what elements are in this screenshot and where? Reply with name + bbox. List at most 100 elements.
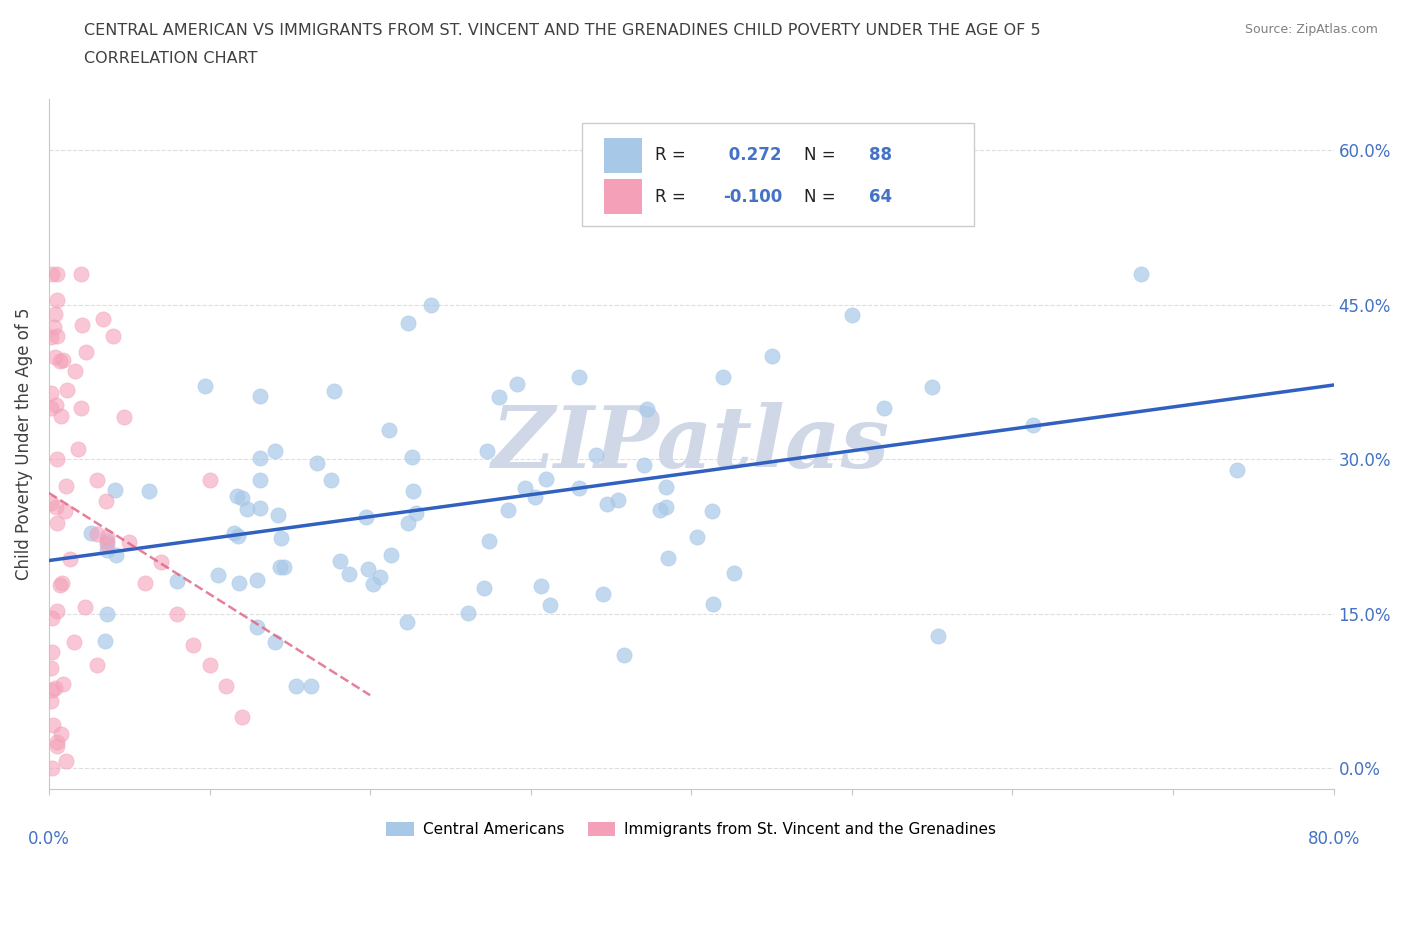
Text: CORRELATION CHART: CORRELATION CHART bbox=[84, 51, 257, 66]
Point bbox=[39, 401, 62, 416]
Text: R =: R = bbox=[655, 146, 692, 165]
Text: 0.0%: 0.0% bbox=[28, 830, 70, 848]
Point bbox=[55, 479, 77, 494]
Point bbox=[380, 548, 402, 563]
Point bbox=[45, 398, 67, 413]
Point bbox=[686, 529, 709, 544]
Point bbox=[633, 458, 655, 472]
Text: N =: N = bbox=[804, 146, 841, 165]
Point bbox=[1022, 418, 1045, 432]
Point bbox=[475, 444, 498, 458]
Point bbox=[39, 496, 62, 511]
Point bbox=[222, 525, 245, 540]
Point bbox=[613, 648, 636, 663]
Point bbox=[41, 645, 63, 660]
Point bbox=[45, 515, 67, 530]
Point bbox=[96, 606, 118, 621]
Point bbox=[299, 679, 322, 694]
Point bbox=[194, 379, 217, 393]
Point bbox=[249, 500, 271, 515]
Bar bbox=[605, 179, 643, 214]
Point bbox=[96, 494, 118, 509]
Point bbox=[457, 606, 479, 621]
Point bbox=[269, 560, 291, 575]
Point bbox=[702, 596, 724, 611]
Point bbox=[284, 679, 307, 694]
Point bbox=[86, 472, 108, 487]
Point bbox=[648, 184, 671, 199]
Text: 88: 88 bbox=[869, 146, 891, 165]
Point bbox=[396, 515, 419, 530]
Text: 64: 64 bbox=[869, 188, 891, 206]
Point bbox=[606, 492, 628, 507]
Point bbox=[305, 456, 328, 471]
Point bbox=[927, 629, 949, 644]
Point bbox=[49, 354, 72, 369]
Point bbox=[357, 562, 380, 577]
Point bbox=[226, 528, 249, 543]
Point bbox=[96, 537, 118, 551]
Point bbox=[96, 534, 118, 549]
Point bbox=[207, 567, 229, 582]
Point bbox=[873, 400, 896, 415]
Point bbox=[329, 553, 352, 568]
Point bbox=[592, 587, 614, 602]
Point bbox=[73, 599, 96, 614]
Point bbox=[396, 615, 419, 630]
Point bbox=[41, 610, 63, 625]
Point bbox=[841, 308, 863, 323]
Point bbox=[723, 565, 745, 580]
Point bbox=[249, 450, 271, 465]
Point bbox=[198, 472, 221, 487]
Point bbox=[488, 390, 510, 405]
Point bbox=[264, 634, 287, 649]
Point bbox=[530, 578, 553, 593]
Point bbox=[337, 567, 360, 582]
Point bbox=[478, 534, 501, 549]
Point bbox=[228, 576, 250, 591]
Point bbox=[655, 499, 678, 514]
Point bbox=[51, 676, 73, 691]
Point bbox=[536, 472, 558, 486]
Legend: Central Americans, Immigrants from St. Vincent and the Grenadines: Central Americans, Immigrants from St. V… bbox=[380, 817, 1002, 844]
Point bbox=[596, 497, 619, 512]
Point bbox=[96, 529, 118, 544]
Point bbox=[94, 633, 117, 648]
Point bbox=[46, 292, 69, 307]
Point bbox=[650, 502, 672, 517]
Point bbox=[118, 534, 141, 549]
Point bbox=[214, 679, 236, 694]
FancyBboxPatch shape bbox=[582, 123, 974, 226]
Point bbox=[49, 726, 72, 741]
Point bbox=[134, 576, 156, 591]
Point bbox=[231, 710, 253, 724]
Point bbox=[49, 409, 72, 424]
Point bbox=[55, 383, 77, 398]
Point bbox=[44, 681, 66, 696]
Point bbox=[585, 447, 607, 462]
Text: ZIPatlas: ZIPatlas bbox=[492, 402, 890, 485]
Point bbox=[655, 480, 678, 495]
Point bbox=[401, 449, 423, 464]
Point bbox=[402, 483, 425, 498]
Point bbox=[51, 576, 73, 591]
Point bbox=[72, 318, 94, 333]
Point bbox=[270, 530, 292, 545]
Point bbox=[70, 400, 93, 415]
Point bbox=[41, 683, 63, 698]
Point bbox=[405, 506, 427, 521]
Point bbox=[67, 442, 90, 457]
Point bbox=[80, 525, 103, 540]
Point bbox=[104, 548, 127, 563]
Bar bbox=[605, 138, 643, 173]
Point bbox=[231, 491, 253, 506]
Point bbox=[42, 320, 65, 335]
Point bbox=[46, 735, 69, 750]
Point bbox=[45, 500, 67, 515]
Point bbox=[198, 658, 221, 672]
Point bbox=[506, 377, 529, 392]
Point bbox=[46, 328, 69, 343]
Point bbox=[166, 574, 188, 589]
Point bbox=[46, 452, 69, 467]
Point bbox=[267, 507, 290, 522]
